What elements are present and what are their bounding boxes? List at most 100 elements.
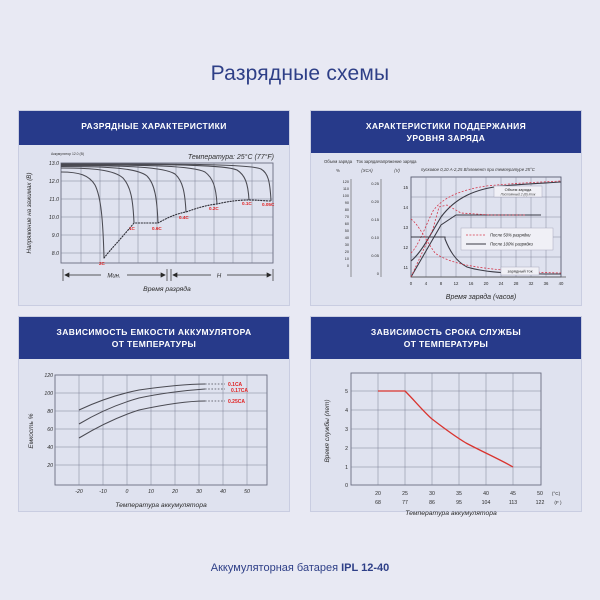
life-xtick-c-5: 45 — [510, 491, 516, 497]
float-axis1-name: Объем заряда — [324, 159, 353, 164]
curve-0-2c — [60, 164, 218, 205]
capacity-ytick-1: 100 — [44, 391, 53, 397]
float-curve-current-50 — [410, 218, 562, 274]
float-legend-label-100: После 100% разрядки — [490, 242, 534, 247]
capacity-xtick-5: 30 — [196, 489, 202, 495]
float-a1-t9: 30 — [345, 243, 349, 247]
float-xtick-3: 12 — [454, 281, 459, 286]
float-xlabel: Время заряда (часов) — [446, 293, 516, 301]
float-a1-t7: 50 — [345, 229, 349, 233]
life-xtick-f-4: 104 — [482, 500, 491, 506]
life-ytick-4: 1 — [345, 465, 348, 471]
float-xtick-8: 32 — [529, 281, 534, 286]
chart-capacity: 120 100 80 60 40 20 Емкость % — [28, 373, 268, 509]
capacity-xtick-7: 50 — [244, 489, 250, 495]
float-a2-t5: 0 — [377, 271, 380, 276]
float-a3-t4: 11 — [404, 265, 409, 270]
discharge-curves — [60, 163, 272, 259]
capacity-curve-0-1ca — [78, 383, 206, 411]
life-xtick-f-1: 77 — [402, 500, 408, 506]
panel-float: ХАРАКТЕРИСТИКИ ПОДДЕРЖАНИЯ УРОВНЯ ЗАРЯДА… — [310, 110, 582, 306]
discharge-label-0-6c: 0.6C — [152, 226, 162, 231]
panel-capacity: ЗАВИСИМОСТЬ ЕМКОСТИ АККУМУЛЯТОРА ОТ ТЕМП… — [18, 316, 290, 512]
float-xtick-7: 28 — [514, 281, 519, 286]
discharge-ytick-5: 8.0 — [52, 251, 59, 257]
float-a1-t3: 90 — [345, 201, 349, 205]
discharge-axis-segments — [62, 269, 274, 281]
life-ytick-3: 2 — [345, 446, 348, 452]
life-xtick-c-1: 25 — [402, 491, 408, 497]
discharge-label-0-2c: 0.2C — [209, 206, 219, 211]
capacity-xtick-6: 40 — [220, 489, 226, 495]
life-xtick-f-3: 95 — [456, 500, 462, 506]
life-curve — [378, 390, 514, 468]
life-ytick-0: 5 — [345, 389, 348, 395]
life-xtick-f-0: 68 — [375, 500, 381, 506]
panel-capacity-title-line1: ЗАВИСИМОСТЬ ЕМКОСТИ АККУМУЛЯТОРА — [56, 327, 252, 337]
discharge-ylabel: Напряжение на зажимах (В) — [26, 173, 33, 254]
panel-discharge: РАЗРЯДНЫЕ ХАРАКТЕРИСТИКИ Аккумулятор 12.… — [18, 110, 290, 306]
float-a2-t1: 0.20 — [371, 199, 380, 204]
discharge-seg-bg-1 — [101, 271, 127, 279]
discharge-ytick-2: 11.0 — [49, 197, 59, 203]
discharge-ytick-0: 13.0 — [49, 161, 59, 167]
discharge-ytick-3: 10.0 — [49, 215, 59, 221]
capacity-xtick-3: 10 — [148, 489, 154, 495]
discharge-annotation: Температура: 25°C (77°F) — [188, 153, 274, 161]
capacity-xlabel: Температура аккумулятора — [115, 502, 207, 509]
discharge-label-1c: 1C — [129, 226, 136, 231]
float-note-volume-box — [493, 185, 543, 198]
float-axis2-name: Ток заряда — [356, 159, 378, 164]
capacity-curve-0-17ca — [78, 388, 206, 425]
float-axis2-unit: (XCA) — [361, 168, 373, 173]
curve-1c — [60, 167, 135, 224]
life-ytick-2: 3 — [345, 427, 348, 433]
panel-float-title-line1: ХАРАКТЕРИСТИКИ ПОДДЕРЖАНИЯ — [365, 121, 527, 131]
float-note-volume: Объем заряда — [505, 187, 533, 192]
float-xtick-0: 0 — [410, 281, 413, 286]
life-xtick-c-3: 35 — [456, 491, 462, 497]
float-note-volume-sub: Постоянный 2 (В) /ток — [501, 193, 536, 197]
float-a3-t2: 13 — [403, 225, 408, 230]
float-xtick-4: 16 — [469, 281, 474, 286]
capacity-xtick-0: -20 — [75, 489, 83, 495]
float-curve-voltage-50 — [410, 204, 526, 278]
float-a1-t10: 20 — [345, 250, 349, 254]
float-a1-t1: 110 — [343, 187, 349, 191]
capacity-ytick-3: 60 — [47, 427, 53, 433]
discharge-envelope — [103, 199, 272, 259]
float-xtick-6: 24 — [499, 281, 504, 286]
panel-life: ЗАВИСИМОСТЬ СРОКА СЛУЖБЫ ОТ ТЕМПЕРАТУРЫ — [310, 316, 582, 517]
discharge-segment-min: Мин. — [107, 274, 120, 280]
capacity-ylabel: Емкость % — [28, 413, 35, 448]
float-xtick-5: 20 — [484, 281, 489, 286]
panel-life-title-line1: ЗАВИСИМОСТЬ СРОКА СЛУЖБЫ — [370, 327, 522, 337]
chart-life: 5 4 3 2 1 0 Время службы (лет) 20 25 30 … — [323, 372, 562, 517]
curve-0-6c — [60, 165, 159, 224]
float-a1-t6: 60 — [345, 222, 349, 226]
capacity-ytick-2: 80 — [47, 409, 53, 415]
footer: Аккумуляторная батарея IPL 12-40 — [0, 562, 600, 574]
float-xtick-1: 4 — [425, 281, 428, 286]
float-a3-t0: 15 — [403, 185, 408, 190]
life-xtick-c-2: 30 — [429, 491, 435, 497]
float-legend-label-50: После 50% разрядки — [490, 233, 531, 238]
capacity-label-0-17ca: 0.17CA — [231, 388, 248, 394]
float-a2-t4: 0.05 — [371, 253, 380, 258]
curve-2c — [60, 171, 105, 259]
discharge-corner-note: Аккумулятор 12.0 (В) — [51, 152, 84, 156]
discharge-segment-hour: Н — [217, 274, 222, 280]
float-a1-t8: 40 — [345, 236, 349, 240]
capacity-ytick-0: 120 — [44, 373, 53, 379]
float-xtick-2: 8 — [440, 281, 443, 286]
discharge-xlabel: Время разряда — [143, 285, 191, 293]
capacity-xtick-1: -10 — [99, 489, 107, 495]
chart-float: Объем заряда % Ток заряда (XCA) Напряжен… — [324, 159, 566, 301]
curve-0-4c — [60, 164, 187, 213]
float-a2-t0: 0.25 — [371, 181, 380, 186]
float-note-current-box — [500, 266, 540, 276]
float-a1-t2: 100 — [343, 194, 349, 198]
discharge-plot-frame — [60, 162, 274, 264]
panel-life-title: ЗАВИСИМОСТЬ СРОКА СЛУЖБЫ ОТ ТЕМПЕРАТУРЫ — [311, 317, 581, 359]
panel-float-title-line2: УРОВНЯ ЗАРЯДА — [406, 133, 486, 143]
